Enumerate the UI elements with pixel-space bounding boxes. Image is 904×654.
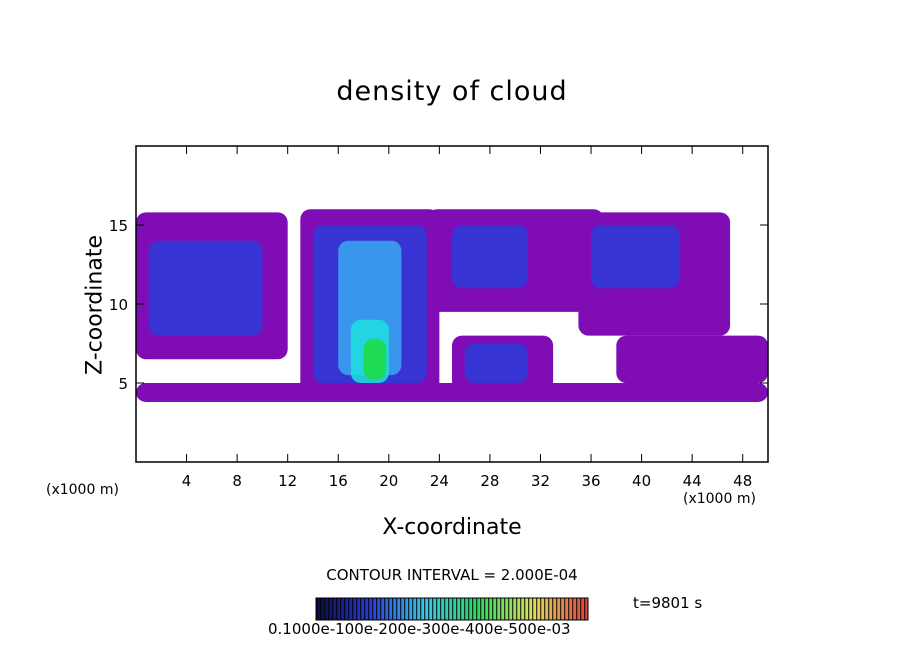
cloud-region (136, 383, 768, 402)
x-tick-label: 20 (379, 472, 398, 490)
x-tick-label: 28 (480, 472, 499, 490)
x-tick-label: 24 (430, 472, 449, 490)
x-axis-label: X-coordinate (382, 515, 522, 540)
y-tick-label: 10 (109, 296, 128, 314)
colorbar-frame (315, 597, 589, 621)
cloud-region (616, 335, 768, 383)
contour-interval-label: CONTOUR INTERVAL = 2.000E-04 (326, 566, 578, 584)
colorbar-labels: 0.1000e-100e-200e-300e-400e-500e-03 (268, 620, 571, 638)
y-tick-label: 5 (118, 375, 128, 393)
x-axis: 4 8 12 16 20 24 28 32 36 40 44 48 (182, 146, 752, 490)
x-tick-label: 4 (182, 472, 192, 490)
y-tick-label: 15 (109, 217, 128, 235)
y-axis: 5 10 15 (109, 217, 768, 393)
cloud-region (464, 343, 528, 383)
cloud-region (363, 338, 387, 380)
x-tick-label: 16 (329, 472, 348, 490)
chart-title: density of cloud (336, 76, 568, 107)
x-tick-label: 44 (683, 472, 702, 490)
x-tick-label: 8 (232, 472, 242, 490)
colorbar-stripes (316, 598, 588, 620)
x-tick-label: 32 (531, 472, 550, 490)
x-unit-label-left: (x1000 m) (46, 482, 119, 498)
x-unit-label-right: (x1000 m) (683, 491, 756, 507)
cloud-region (591, 225, 680, 289)
y-axis-label: Z-coordinate (82, 235, 108, 375)
cloud-region (452, 225, 528, 289)
x-tick-label: 12 (278, 472, 297, 490)
x-tick-label: 36 (581, 472, 600, 490)
x-tick-label: 48 (733, 472, 752, 490)
cloud-region (148, 240, 263, 336)
x-tick-label: 40 (632, 472, 651, 490)
time-label: t=9801 s (633, 594, 703, 612)
cloud-density-field (136, 209, 768, 402)
